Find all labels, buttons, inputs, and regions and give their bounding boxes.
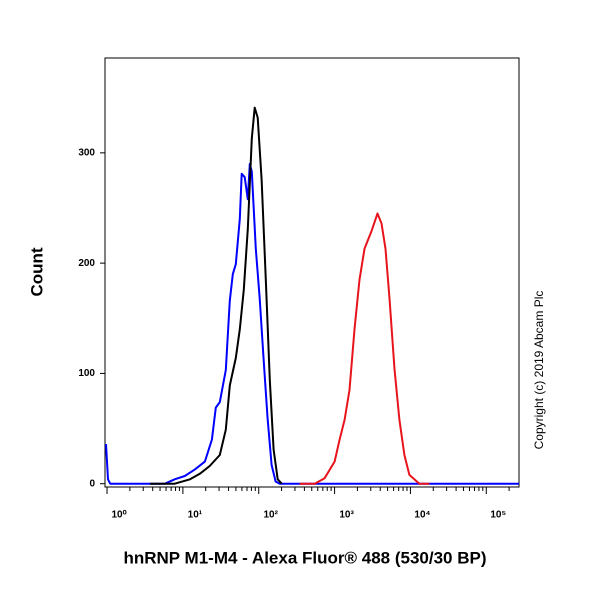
- copyright-note: Copyright (c) 2019 Abcam Plc: [532, 291, 546, 450]
- x-tick-label: 10²: [264, 510, 279, 521]
- y-tick-label: 300: [78, 147, 95, 158]
- x-tick-label: 10⁵: [490, 510, 506, 521]
- y-axis-label: Count: [27, 247, 46, 296]
- x-tick-label: 10¹: [188, 510, 203, 521]
- y-tick-label: 0: [89, 478, 95, 489]
- series-line: [150, 106, 283, 485]
- x-tick-label: 10⁰: [111, 510, 126, 521]
- x-tick-label: 10⁴: [414, 510, 430, 521]
- x-tick-label: 10³: [339, 510, 354, 521]
- y-tick-label: 200: [78, 258, 95, 269]
- series-line: [105, 162, 519, 485]
- series-line: [299, 212, 430, 485]
- x-axis-label: hnRNP M1-M4 - Alexa Fluor® 488 (530/30 B…: [123, 548, 486, 567]
- y-tick-label: 100: [78, 368, 95, 379]
